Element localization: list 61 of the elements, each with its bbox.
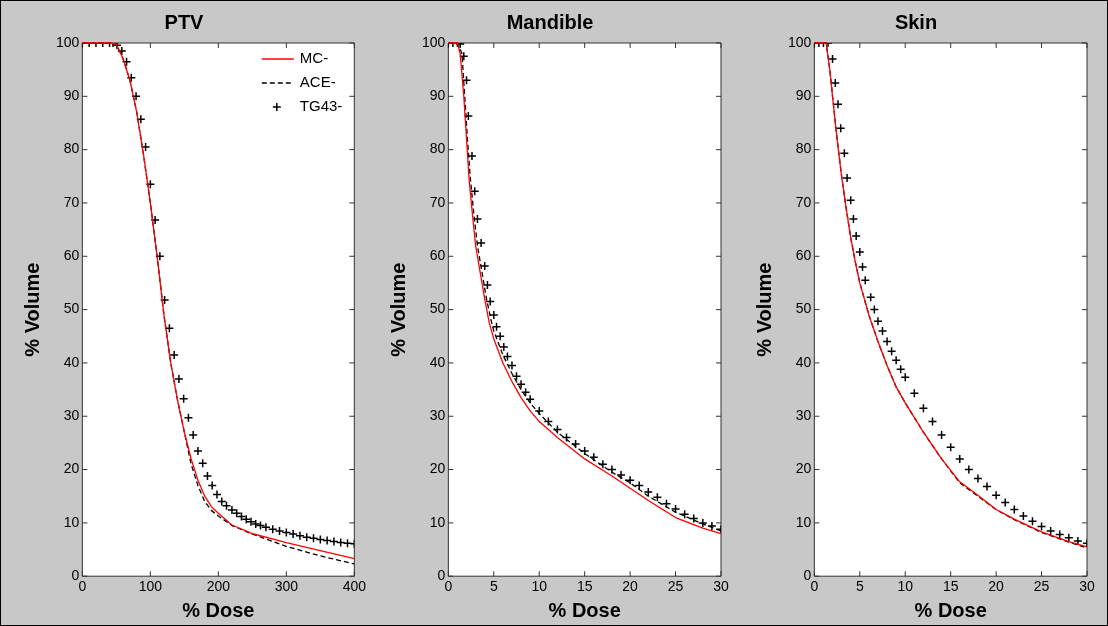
x-axis-title: % Dose [914, 598, 987, 621]
y-tick-label: 10 [795, 513, 812, 530]
x-tick-label: 25 [1033, 578, 1050, 595]
x-tick-label: 10 [897, 578, 914, 595]
y-tick-label: 10 [429, 513, 446, 530]
y-tick-label: 80 [63, 140, 80, 157]
y-tick-label: 20 [795, 460, 812, 477]
x-tick-label: 15 [942, 578, 959, 595]
y-tick-label: 70 [795, 193, 812, 210]
y-tick-label: 90 [63, 87, 80, 104]
y-axis-title: % Volume [752, 262, 775, 357]
y-tick-label: 0 [803, 567, 812, 584]
x-tick-label: 25 [667, 578, 684, 595]
x-tick-label: 5 [855, 578, 864, 595]
y-tick-label: 30 [63, 407, 80, 424]
y-tick-label: 0 [71, 567, 80, 584]
y-tick-label: 50 [63, 300, 80, 317]
x-tick-label: 10 [531, 578, 548, 595]
x-axis-title: % Dose [182, 598, 255, 621]
x-tick-label: 400 [342, 578, 367, 595]
x-tick-label: 300 [274, 578, 299, 595]
y-tick-label: 60 [795, 247, 812, 264]
y-tick-label: 40 [63, 353, 80, 370]
x-tick-label: 30 [1079, 578, 1095, 595]
y-tick-label: 90 [429, 87, 446, 104]
x-tick-label: 5 [489, 578, 498, 595]
y-tick-label: 60 [429, 247, 446, 264]
y-tick-label: 0 [437, 567, 446, 584]
y-tick-label: 70 [429, 193, 446, 210]
y-tick-label: 40 [429, 353, 446, 370]
x-tick-label: 200 [206, 578, 231, 595]
y-tick-label: 100 [788, 33, 812, 50]
y-tick-label: 30 [795, 407, 812, 424]
y-tick-label: 20 [429, 460, 446, 477]
x-axis-title: % Dose [548, 598, 621, 621]
x-tick-label: 100 [138, 578, 163, 595]
y-tick-label: 100 [422, 33, 446, 50]
y-tick-label: 80 [795, 140, 812, 157]
legend-label: ACE- [299, 73, 336, 91]
y-tick-label: 20 [63, 460, 80, 477]
x-tick-label: 20 [988, 578, 1005, 595]
x-tick-label: 30 [713, 578, 729, 595]
y-tick-label: 60 [63, 247, 80, 264]
y-tick-label: 30 [429, 407, 446, 424]
y-tick-label: 80 [429, 140, 446, 157]
chart-title: Skin [894, 10, 938, 33]
chart-title: PTV [164, 10, 205, 33]
y-tick-label: 50 [795, 300, 812, 317]
y-tick-label: 100 [56, 33, 80, 50]
y-axis-title: % Volume [20, 262, 43, 357]
y-axis-title: % Volume [386, 262, 409, 357]
x-tick-label: 15 [576, 578, 593, 595]
legend-label: MC- [299, 49, 329, 67]
y-tick-label: 50 [429, 300, 446, 317]
x-tick-label: 20 [622, 578, 639, 595]
y-tick-label: 90 [795, 87, 812, 104]
chart-title: Mandible [506, 10, 594, 33]
y-tick-label: 70 [63, 193, 80, 210]
y-tick-label: 10 [63, 513, 80, 530]
y-tick-label: 40 [795, 353, 812, 370]
legend-label: TG43- [299, 97, 343, 115]
